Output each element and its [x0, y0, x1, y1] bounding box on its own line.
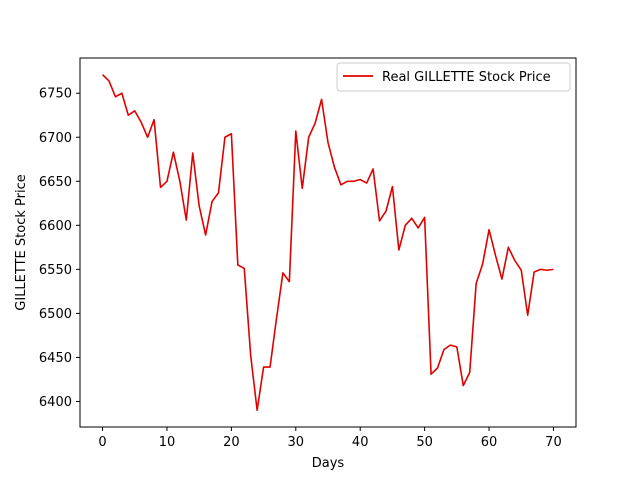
x-tick-label: 20 [223, 435, 240, 450]
x-tick-label: 10 [159, 435, 176, 450]
legend: Real GILLETTE Stock Price [336, 62, 571, 92]
x-axis-ticks: 0 10 20 30 40 50 60 70 [98, 427, 562, 450]
y-tick-label: 6700 [39, 131, 72, 146]
y-tick-label: 6650 [39, 175, 72, 190]
x-tick-label: 70 [545, 435, 562, 450]
legend-box [336, 62, 571, 92]
legend-entry: Real GILLETTE Stock Price [382, 70, 551, 85]
x-tick-label: 30 [288, 435, 305, 450]
y-axis-label: GILLETTE Stock Price [14, 174, 29, 310]
x-tick-label: 50 [416, 435, 433, 450]
series-layer [101, 74, 554, 412]
y-tick-label: 6500 [39, 307, 72, 322]
x-tick-label: 60 [481, 435, 498, 450]
y-tick-label: 6600 [39, 219, 72, 234]
x-tick-label: 40 [352, 435, 369, 450]
x-axis-label: Days [312, 456, 345, 471]
x-tick-label: 0 [98, 435, 106, 450]
y-tick-label: 6400 [39, 395, 72, 410]
y-tick-label: 6450 [39, 351, 72, 366]
y-tick-label: 6750 [39, 87, 72, 102]
plot-area [80, 58, 576, 427]
plot-frame [79, 57, 577, 428]
series-line [101, 74, 554, 412]
y-axis-ticks: 6400 6450 6500 6550 6600 6650 6700 6750 [39, 87, 80, 410]
y-tick-label: 6550 [39, 263, 72, 278]
